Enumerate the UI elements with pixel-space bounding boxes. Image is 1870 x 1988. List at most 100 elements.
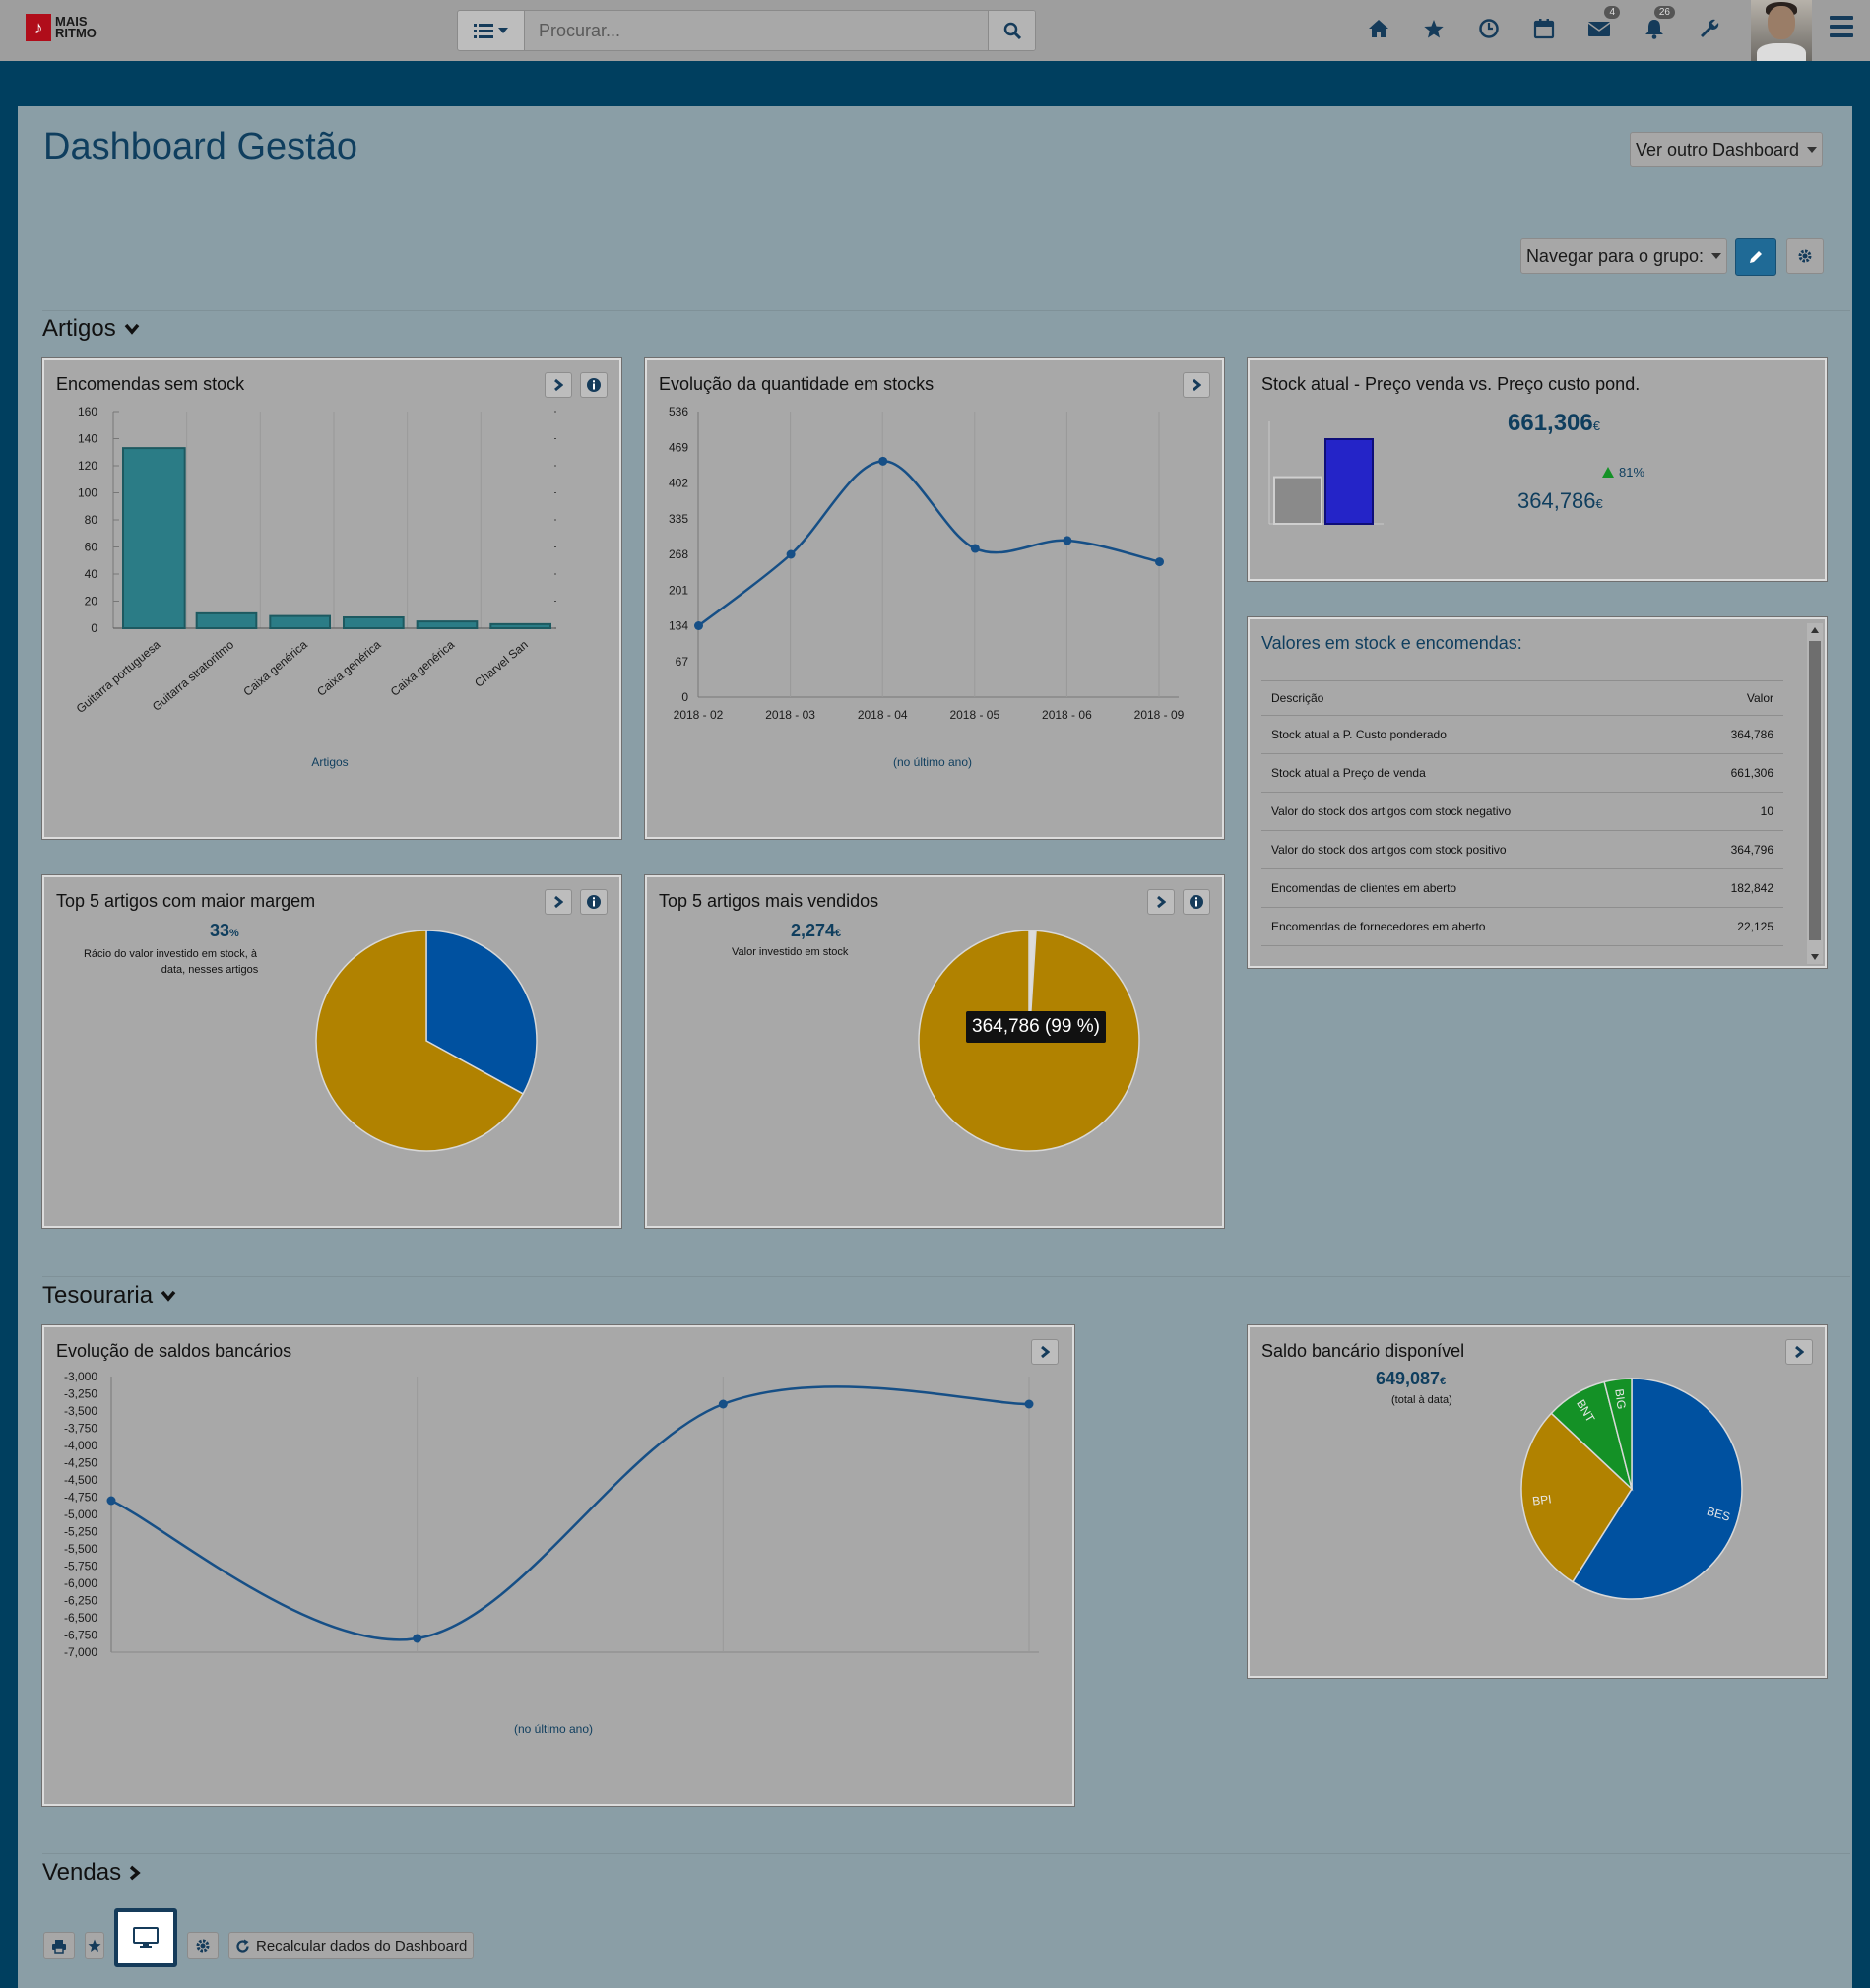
edit-button[interactable]	[1735, 238, 1776, 276]
x-tick-label: Guitarra stratoritmo	[150, 637, 236, 713]
kpi-change: 81%	[1602, 465, 1644, 480]
table-row: Stock atual a P. Custo ponderado 364,786	[1261, 715, 1783, 754]
y-tick-label: 67	[676, 655, 689, 669]
mail-icon[interactable]: 4	[1584, 6, 1620, 43]
card-title: Encomendas sem stock	[56, 374, 245, 394]
scroll-down-icon[interactable]	[1811, 954, 1819, 960]
monitor-icon	[133, 1927, 159, 1948]
chevron-right-icon	[1041, 1345, 1050, 1359]
bar	[195, 611, 258, 629]
other-dashboard-dropdown[interactable]: Ver outro Dashboard	[1630, 132, 1823, 167]
chevron-down-icon	[161, 1290, 176, 1302]
hamburger-menu-icon[interactable]	[1830, 16, 1853, 42]
kpi-preco-venda: 661,306€	[1508, 410, 1600, 436]
info-button[interactable]	[580, 889, 608, 915]
line-chart-evolucao: 0 67 134 201 268 335 402 469 536 2018 - 02 2018 - …	[669, 405, 1185, 769]
fullscreen-button[interactable]	[114, 1908, 177, 1967]
y-tick-label: -5,750	[64, 1560, 97, 1573]
line-chart-saldos: -3,000 -3,250 -3,500 -3,750 -4,000 -4,250 -4,5…	[64, 1370, 1039, 1736]
favorite-button[interactable]	[85, 1932, 104, 1959]
bar	[122, 447, 186, 629]
row-description: Encomendas de clientes em aberto	[1261, 868, 1683, 908]
y-tick-label: -6,250	[64, 1594, 97, 1608]
open-detail-button[interactable]	[1183, 372, 1210, 398]
y-tick-label: -4,000	[64, 1439, 97, 1452]
card-title: Evolução da quantidade em stocks	[659, 374, 935, 394]
y-tick-label: 0	[681, 690, 688, 704]
x-tick-label: 2018 - 06	[1042, 708, 1092, 722]
kpi-saldo: 649,087€	[1376, 1369, 1447, 1388]
list-icon	[474, 24, 493, 38]
kpi-margem: 33%	[210, 921, 239, 940]
bar	[489, 622, 552, 629]
series-line	[697, 460, 1160, 627]
print-button[interactable]	[43, 1932, 75, 1959]
chevron-right-icon	[129, 1865, 141, 1881]
bell-icon[interactable]: 26	[1640, 6, 1675, 43]
wrench-icon[interactable]	[1695, 14, 1724, 43]
card-saldo-disponivel: Saldo bancário disponível 649,087€ (tota…	[1248, 1325, 1827, 1678]
data-point	[1024, 1399, 1034, 1409]
chevron-right-icon	[1157, 895, 1166, 909]
section-vendas[interactable]: Vendas	[42, 1859, 141, 1887]
chart-tooltip: 364,786 (99 %)	[966, 1011, 1106, 1043]
search-button[interactable]	[988, 11, 1035, 50]
row-description: Stock atual a Preço de venda	[1261, 753, 1683, 793]
card-title: Top 5 artigos com maior margem	[56, 891, 316, 911]
scroll-up-icon[interactable]	[1811, 627, 1819, 633]
gear-icon	[1798, 249, 1812, 263]
pie-slice	[1520, 1412, 1633, 1583]
section-artigos[interactable]: Artigos	[42, 315, 140, 343]
clock-icon[interactable]	[1474, 14, 1504, 43]
app-logo[interactable]: ♪ MAIS RITMO	[26, 14, 104, 41]
home-icon[interactable]	[1364, 14, 1393, 43]
arrow-up-icon	[1602, 467, 1614, 478]
bar	[1273, 476, 1322, 525]
scrollbar[interactable]	[1807, 623, 1823, 964]
search-scope-button[interactable]	[458, 11, 525, 50]
open-detail-button[interactable]	[1031, 1339, 1059, 1365]
open-detail-button[interactable]	[545, 889, 572, 915]
info-button[interactable]	[1183, 889, 1210, 915]
search-input[interactable]	[525, 11, 988, 50]
data-point	[970, 544, 980, 553]
calendar-icon[interactable]	[1529, 14, 1559, 43]
open-detail-button[interactable]	[1147, 889, 1175, 915]
card-top5-margem: Top 5 artigos com maior margem 33% Rácio…	[42, 875, 621, 1228]
open-detail-button[interactable]	[1785, 1339, 1813, 1365]
navigate-group-dropdown[interactable]: Navegar para o grupo:	[1520, 238, 1727, 274]
y-tick-label: 80	[85, 513, 98, 527]
recalculate-button[interactable]: Recalcular dados do Dashboard	[228, 1932, 475, 1959]
pie-chart-margem	[315, 930, 538, 1152]
pie-slice	[315, 930, 525, 1152]
refresh-icon	[236, 1939, 249, 1953]
print-icon	[52, 1939, 66, 1954]
star-icon[interactable]	[1419, 14, 1449, 43]
y-tick-label: 160	[78, 405, 97, 418]
card-top5-vendidos: Top 5 artigos mais vendidos 2,274€ Valor…	[645, 875, 1224, 1228]
settings-button[interactable]	[187, 1932, 219, 1959]
avatar[interactable]	[1751, 0, 1812, 61]
open-detail-button[interactable]	[545, 372, 572, 398]
table-row: Valor do stock dos artigos com stock pos…	[1261, 830, 1783, 869]
y-tick-label: 402	[669, 477, 688, 490]
y-tick-label: 134	[669, 619, 688, 633]
card-stock-atual: Stock atual - Preço venda vs. Preço cust…	[1248, 358, 1827, 581]
slice-label: BPI	[1531, 1492, 1552, 1507]
y-tick-label: 40	[85, 567, 98, 581]
table-row: Encomendas de clientes em aberto 182,842	[1261, 868, 1783, 908]
scrollbar-thumb[interactable]	[1809, 641, 1821, 940]
row-value: 364,786	[1682, 715, 1783, 754]
table-row: Stock atual a Preço de venda 661,306	[1261, 753, 1783, 793]
info-button[interactable]	[580, 372, 608, 398]
x-axis-label: (no último ano)	[514, 1722, 593, 1736]
bar	[416, 620, 479, 629]
pie-slice	[425, 930, 538, 1095]
info-icon	[587, 895, 601, 909]
table-row: Valor do stock dos artigos com stock neg…	[1261, 792, 1783, 831]
section-tesouraria[interactable]: Tesouraria	[42, 1282, 176, 1310]
section-tesouraria-label: Tesouraria	[42, 1282, 154, 1309]
card-title: Stock atual - Preço venda vs. Preço cust…	[1261, 374, 1641, 394]
settings-button[interactable]	[1786, 238, 1824, 274]
